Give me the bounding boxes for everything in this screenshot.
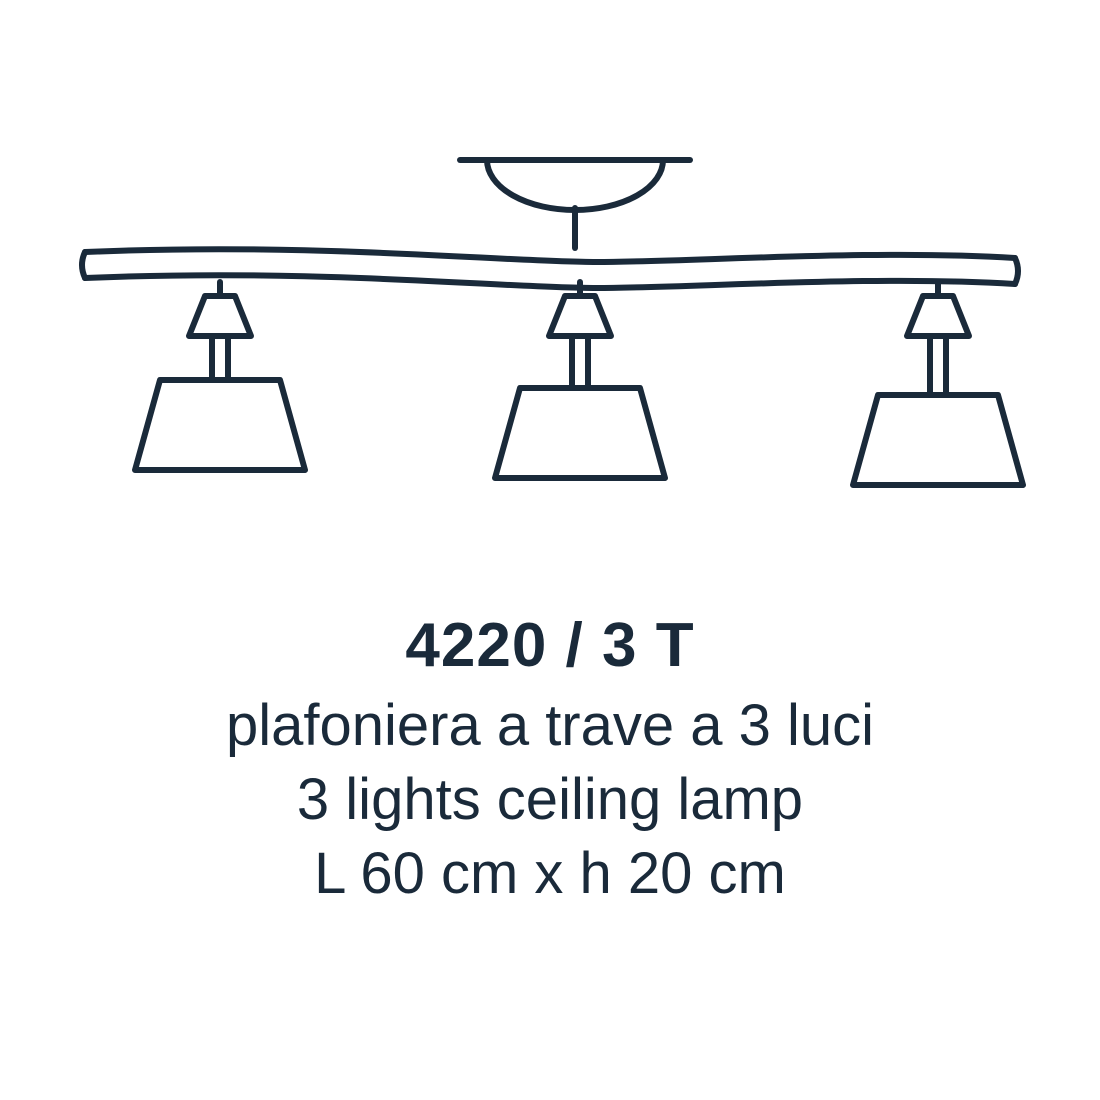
- caption-block: 4220 / 3 T plafoniera a trave a 3 luci 3…: [0, 610, 1100, 912]
- description-italian: plafoniera a trave a 3 luci: [0, 689, 1100, 763]
- lamp-svg: [60, 120, 1040, 540]
- dimensions-text: L 60 cm x h 20 cm: [0, 837, 1100, 911]
- product-figure: 4220 / 3 T plafoniera a trave a 3 luci 3…: [0, 0, 1100, 1100]
- model-code: 4220 / 3 T: [0, 610, 1100, 681]
- lamp-line-drawing: [60, 120, 1040, 540]
- description-english: 3 lights ceiling lamp: [0, 763, 1100, 837]
